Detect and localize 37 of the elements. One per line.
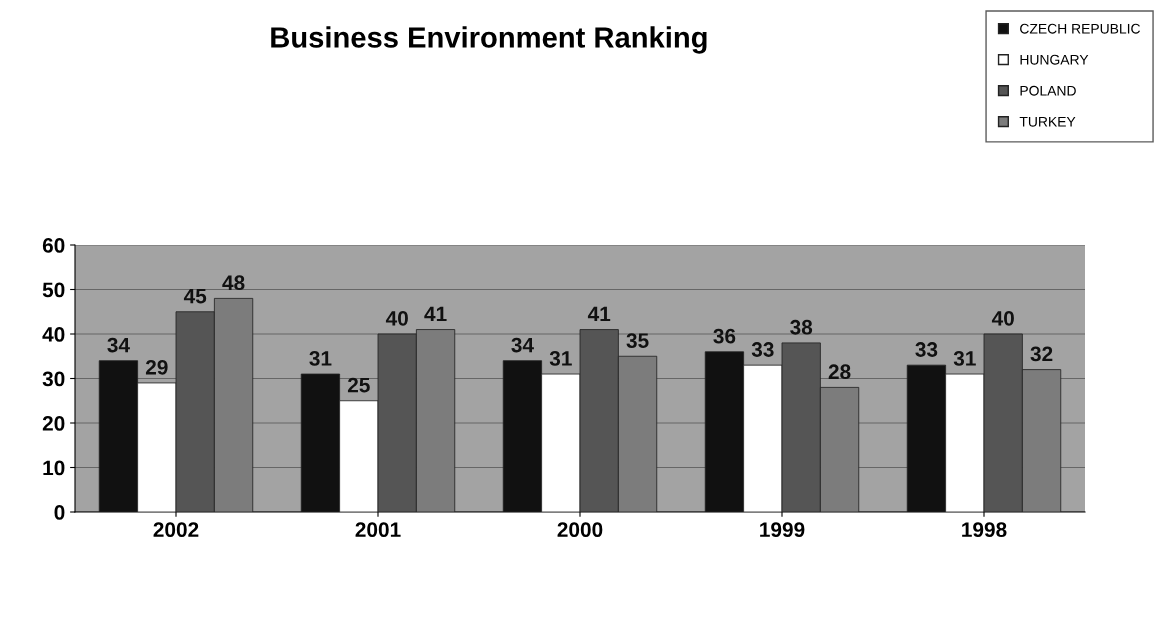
data-label: 31 [549, 351, 572, 366]
y-tick-label: 30 [42, 371, 65, 387]
legend-label: CZECH REPUBLIC [1020, 23, 1141, 34]
data-label: 48 [222, 275, 245, 291]
data-label: 32 [1030, 346, 1053, 362]
x-tick-label: 2000 [557, 522, 603, 538]
y-tick-label: 10 [43, 460, 65, 476]
x-tick-label: 2001 [355, 522, 401, 538]
data-label: 38 [790, 319, 813, 335]
y-tick-label: 20 [42, 416, 65, 431]
data-label: 41 [424, 306, 447, 322]
data-label: 35 [626, 333, 649, 348]
data-label: 31 [953, 351, 976, 366]
x-tick-label: 1998 [962, 522, 1007, 538]
chart-title: Business Environment Ranking [271, 26, 707, 54]
data-label: 29 [145, 359, 168, 375]
y-tick-label: 0 [54, 505, 65, 520]
x-tick-label: 1999 [760, 522, 805, 538]
legend-label: TURKEY [1019, 116, 1076, 127]
data-label: 34 [107, 337, 130, 353]
data-label: 41 [587, 306, 611, 322]
y-tick-label: 50 [42, 282, 65, 298]
legend-label: POLAND [1020, 85, 1076, 96]
data-label: 31 [309, 351, 332, 366]
data-label: 45 [183, 288, 207, 304]
data-label: 36 [713, 328, 736, 344]
data-label: 28 [828, 364, 851, 380]
data-label: 40 [385, 310, 408, 326]
y-tick-label: 60 [42, 238, 65, 253]
data-label: 40 [991, 310, 1014, 326]
data-label: 34 [511, 337, 534, 353]
data-label: 33 [751, 342, 774, 357]
data-label: 33 [915, 342, 938, 357]
y-tick-label: 40 [42, 327, 65, 342]
x-tick-label: 2002 [153, 522, 199, 538]
legend-label: HUNGARY [1020, 54, 1089, 65]
data-label: 25 [347, 377, 370, 393]
